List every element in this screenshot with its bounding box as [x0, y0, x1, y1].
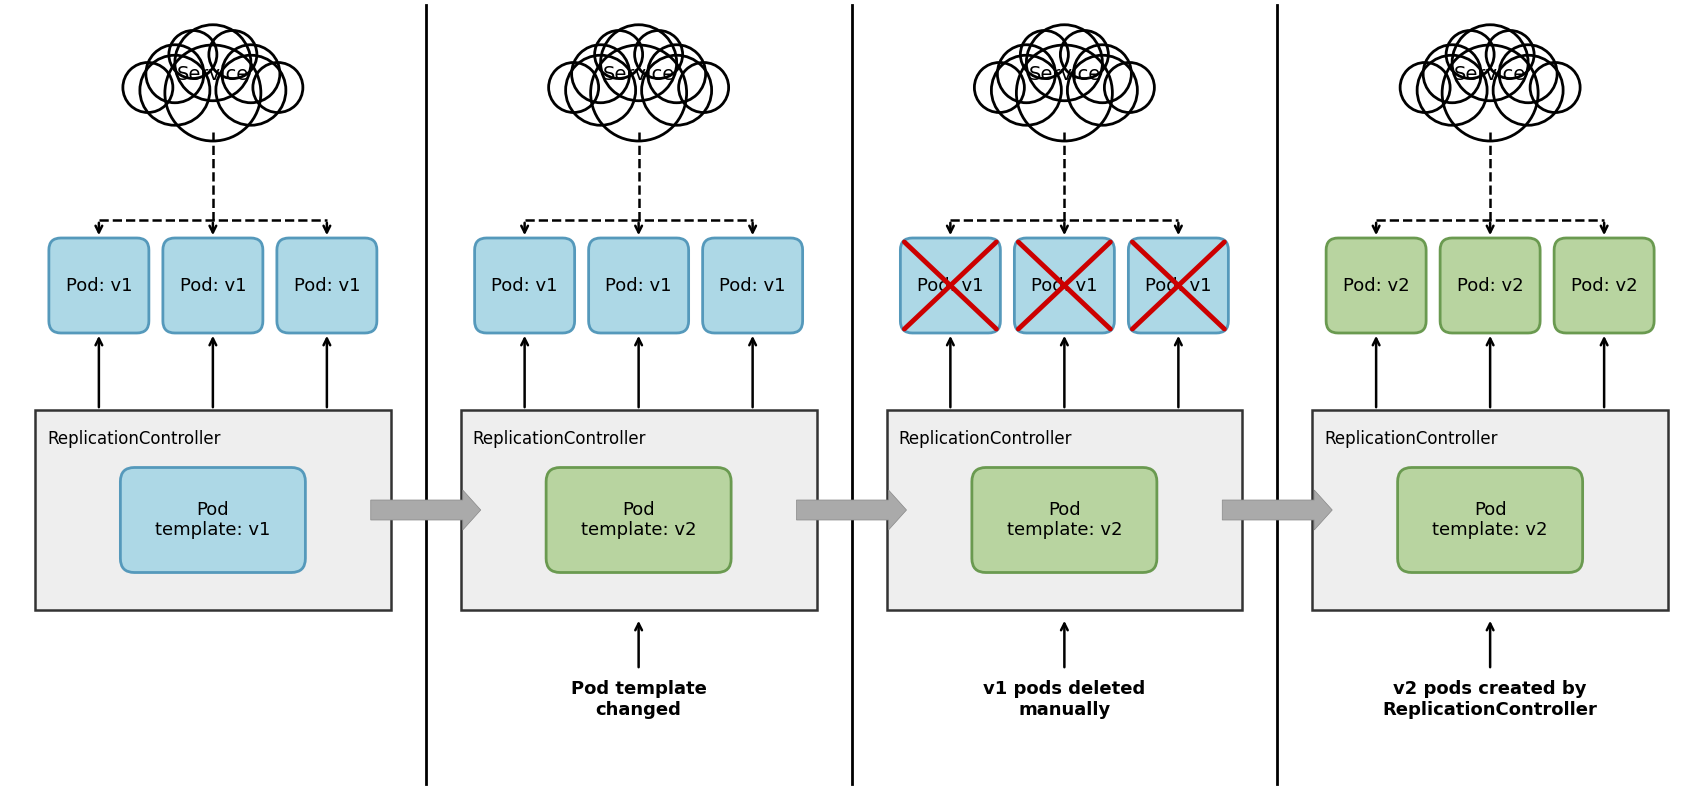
Circle shape	[998, 45, 1056, 103]
Bar	[462, 410, 816, 610]
Text: Pod: v2: Pod: v2	[1570, 276, 1638, 294]
Text: Pod
template: v2: Pod template: v2	[581, 500, 697, 540]
FancyArrow shape	[797, 490, 906, 530]
Circle shape	[601, 24, 676, 101]
Circle shape	[642, 55, 712, 125]
FancyBboxPatch shape	[278, 238, 376, 333]
Text: Pod template
changed: Pod template changed	[571, 680, 707, 719]
Text: Pod: v1: Pod: v1	[492, 276, 559, 294]
Bar	[1313, 410, 1667, 610]
Circle shape	[140, 55, 209, 125]
FancyBboxPatch shape	[547, 468, 731, 573]
FancyBboxPatch shape	[1555, 238, 1654, 333]
Circle shape	[209, 31, 257, 78]
Text: Service: Service	[1029, 65, 1100, 84]
Circle shape	[1417, 55, 1487, 125]
Circle shape	[635, 31, 683, 78]
FancyBboxPatch shape	[1398, 468, 1582, 573]
Circle shape	[1446, 31, 1494, 78]
Text: ReplicationController: ReplicationController	[473, 430, 645, 448]
Bar	[887, 410, 1241, 610]
Circle shape	[1529, 62, 1580, 113]
FancyBboxPatch shape	[163, 238, 262, 333]
Circle shape	[165, 45, 261, 141]
Text: Service: Service	[177, 65, 249, 84]
Text: v1 pods deleted
manually: v1 pods deleted manually	[983, 680, 1146, 719]
Circle shape	[1020, 31, 1068, 78]
Text: Pod: v2: Pod: v2	[1456, 276, 1524, 294]
Text: ReplicationController: ReplicationController	[48, 430, 220, 448]
FancyArrow shape	[371, 490, 480, 530]
Text: Pod
template: v2: Pod template: v2	[1006, 500, 1122, 540]
Circle shape	[1068, 55, 1138, 125]
Text: Pod: v1: Pod: v1	[719, 276, 785, 294]
Text: Service: Service	[603, 65, 674, 84]
Circle shape	[1017, 45, 1112, 141]
Text: Pod: v1: Pod: v1	[66, 276, 133, 294]
Circle shape	[252, 62, 303, 113]
Circle shape	[565, 55, 635, 125]
Circle shape	[169, 31, 216, 78]
Circle shape	[1487, 31, 1534, 78]
Circle shape	[123, 62, 174, 113]
Circle shape	[678, 62, 729, 113]
FancyBboxPatch shape	[972, 468, 1156, 573]
Text: Pod: v1: Pod: v1	[179, 276, 247, 294]
Circle shape	[221, 45, 279, 103]
Text: Pod: v1: Pod: v1	[605, 276, 673, 294]
Circle shape	[1061, 31, 1109, 78]
Text: Pod
template: v1: Pod template: v1	[155, 500, 271, 540]
Circle shape	[1424, 45, 1482, 103]
Circle shape	[216, 55, 286, 125]
Circle shape	[594, 31, 642, 78]
FancyBboxPatch shape	[1129, 238, 1228, 333]
Circle shape	[1400, 62, 1451, 113]
Text: Pod: v1: Pod: v1	[1030, 276, 1098, 294]
Text: v2 pods created by
ReplicationController: v2 pods created by ReplicationController	[1383, 680, 1597, 719]
Text: Pod: v1: Pod: v1	[293, 276, 359, 294]
Circle shape	[1073, 45, 1131, 103]
Text: Pod: v1: Pod: v1	[918, 276, 984, 294]
Circle shape	[1499, 45, 1557, 103]
FancyBboxPatch shape	[121, 468, 305, 573]
Circle shape	[175, 24, 250, 101]
Circle shape	[1453, 24, 1528, 101]
Circle shape	[1442, 45, 1538, 141]
Circle shape	[991, 55, 1061, 125]
Circle shape	[1104, 62, 1155, 113]
FancyBboxPatch shape	[1015, 238, 1114, 333]
Circle shape	[647, 45, 705, 103]
FancyBboxPatch shape	[901, 238, 1000, 333]
FancyBboxPatch shape	[1327, 238, 1425, 333]
FancyArrow shape	[1223, 490, 1332, 530]
Circle shape	[1027, 24, 1102, 101]
FancyBboxPatch shape	[1441, 238, 1540, 333]
FancyBboxPatch shape	[703, 238, 802, 333]
Text: Pod: v2: Pod: v2	[1342, 276, 1410, 294]
Text: Pod
template: v2: Pod template: v2	[1432, 500, 1548, 540]
Circle shape	[591, 45, 686, 141]
Text: Pod: v1: Pod: v1	[1144, 276, 1211, 294]
Circle shape	[146, 45, 204, 103]
FancyBboxPatch shape	[475, 238, 574, 333]
FancyBboxPatch shape	[49, 238, 148, 333]
Circle shape	[572, 45, 630, 103]
Circle shape	[548, 62, 599, 113]
FancyBboxPatch shape	[589, 238, 688, 333]
Text: ReplicationController: ReplicationController	[1325, 430, 1497, 448]
Text: ReplicationController: ReplicationController	[899, 430, 1071, 448]
Bar	[36, 410, 390, 610]
Circle shape	[974, 62, 1025, 113]
Circle shape	[1494, 55, 1563, 125]
Text: Service: Service	[1454, 65, 1526, 84]
